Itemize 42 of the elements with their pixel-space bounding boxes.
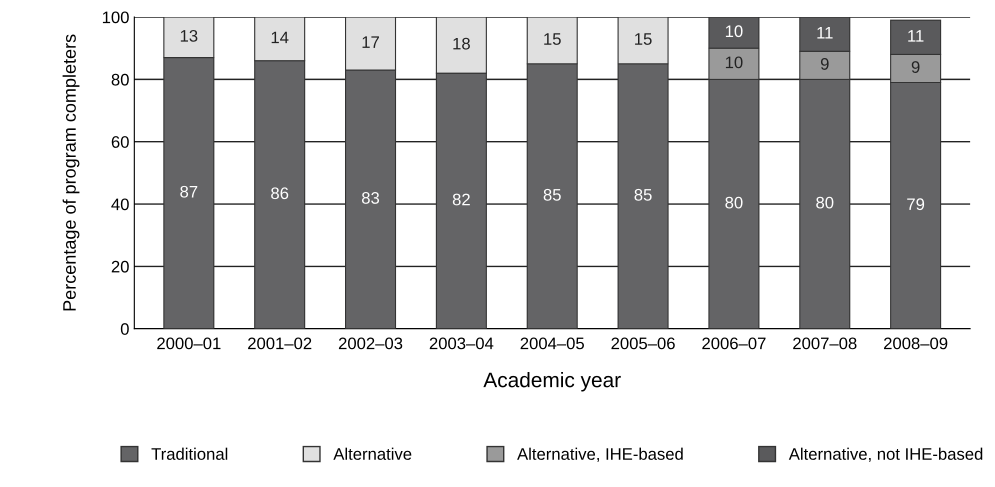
legend-label: Traditional (152, 448, 228, 460)
legend-label: Alternative, not IHE-based (788, 448, 982, 462)
data-label: 11 (908, 30, 924, 42)
x-tick-label: 2005–06 (611, 338, 675, 350)
data-label: 86 (271, 187, 288, 200)
data-label: 17 (362, 36, 379, 48)
data-label: 10 (726, 25, 743, 38)
x-axis-title: Academic year (483, 372, 621, 392)
x-tick-label: 2007–08 (793, 338, 856, 350)
data-label: 85 (544, 188, 561, 201)
data-label: 87 (180, 186, 198, 198)
y-tick-label: 40 (111, 198, 129, 210)
data-label: 9 (820, 58, 829, 70)
data-label: 18 (453, 38, 470, 50)
data-label: 13 (180, 30, 198, 42)
data-label: 82 (452, 194, 470, 206)
data-label: 85 (634, 188, 652, 201)
x-tick-label: 2006–07 (702, 338, 766, 350)
data-label: 15 (635, 33, 652, 45)
data-label: 15 (544, 33, 561, 45)
data-label: 79 (907, 198, 924, 210)
y-tick-label: 100 (102, 11, 129, 24)
y-tick-label: 0 (120, 323, 129, 335)
x-tick-label: 2003–04 (430, 338, 494, 350)
data-label: 83 (362, 192, 380, 204)
legend-label: Alternative, IHE-based (517, 448, 683, 462)
data-label: 80 (725, 196, 743, 209)
x-tick-label: 2008–09 (884, 338, 948, 350)
data-label: 80 (816, 196, 834, 209)
y-axis-title: Percentage of program completers (62, 34, 80, 310)
x-tick-label: 2002–03 (338, 338, 402, 350)
x-tick-label: 2001–02 (248, 338, 312, 350)
data-label: 11 (817, 27, 833, 38)
x-tick-label: 2004–05 (520, 338, 584, 350)
data-label: 10 (726, 56, 743, 68)
y-tick-label: 60 (112, 136, 129, 148)
data-label: 14 (272, 32, 288, 44)
legend-label: Alternative (333, 448, 412, 460)
y-tick-label: 20 (112, 260, 129, 273)
data-label: 9 (912, 61, 920, 73)
x-tick-label: 2000–01 (157, 338, 220, 350)
y-tick-label: 80 (112, 74, 129, 86)
